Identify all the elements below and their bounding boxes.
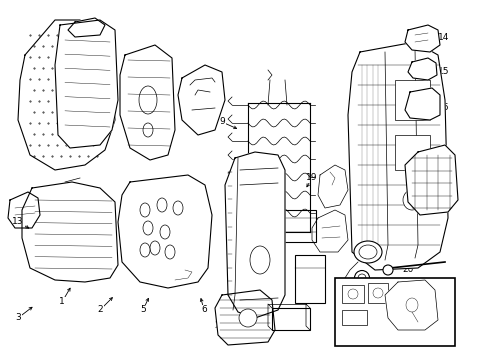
Ellipse shape <box>359 245 377 259</box>
Ellipse shape <box>157 198 167 212</box>
Ellipse shape <box>348 289 358 299</box>
Text: 13: 13 <box>12 217 24 226</box>
Polygon shape <box>348 42 448 270</box>
Text: 23: 23 <box>214 320 226 329</box>
Text: 22: 22 <box>439 184 450 193</box>
Ellipse shape <box>383 265 393 275</box>
Text: 6: 6 <box>201 306 207 315</box>
Text: 9: 9 <box>219 117 225 126</box>
Ellipse shape <box>140 243 150 257</box>
Ellipse shape <box>358 274 366 282</box>
Ellipse shape <box>160 225 170 239</box>
Polygon shape <box>385 280 438 330</box>
FancyBboxPatch shape <box>272 308 310 330</box>
Ellipse shape <box>354 270 369 285</box>
Polygon shape <box>318 165 348 208</box>
Ellipse shape <box>140 203 150 217</box>
Polygon shape <box>8 192 40 228</box>
Polygon shape <box>405 88 440 120</box>
Ellipse shape <box>406 298 418 312</box>
Ellipse shape <box>373 288 383 298</box>
FancyBboxPatch shape <box>295 255 325 303</box>
Text: 20: 20 <box>402 266 414 274</box>
Polygon shape <box>22 182 118 282</box>
Polygon shape <box>408 58 437 80</box>
Text: 1: 1 <box>59 297 65 306</box>
Ellipse shape <box>250 246 270 274</box>
Ellipse shape <box>354 241 382 263</box>
FancyBboxPatch shape <box>342 310 367 325</box>
Polygon shape <box>178 65 225 135</box>
Text: 7: 7 <box>295 225 301 234</box>
Polygon shape <box>118 175 212 288</box>
Ellipse shape <box>173 201 183 215</box>
FancyBboxPatch shape <box>395 80 430 120</box>
Text: 14: 14 <box>439 33 450 42</box>
Text: 19: 19 <box>306 174 318 183</box>
Text: 16: 16 <box>438 104 450 112</box>
Text: 5: 5 <box>140 306 146 315</box>
Polygon shape <box>18 20 115 170</box>
FancyBboxPatch shape <box>368 283 388 303</box>
FancyBboxPatch shape <box>395 135 430 170</box>
Polygon shape <box>405 25 440 52</box>
Polygon shape <box>55 20 118 148</box>
Ellipse shape <box>165 245 175 259</box>
FancyBboxPatch shape <box>335 278 455 346</box>
Polygon shape <box>312 210 348 252</box>
Ellipse shape <box>239 309 257 327</box>
Text: 2: 2 <box>97 306 103 315</box>
FancyBboxPatch shape <box>268 210 316 242</box>
Ellipse shape <box>403 190 421 210</box>
Text: 17: 17 <box>438 307 450 316</box>
Text: 10: 10 <box>294 274 306 283</box>
Text: 4: 4 <box>165 194 171 202</box>
Ellipse shape <box>150 241 160 255</box>
Text: 8: 8 <box>230 194 236 202</box>
Polygon shape <box>68 18 105 37</box>
Ellipse shape <box>143 221 153 235</box>
FancyBboxPatch shape <box>342 285 364 303</box>
Polygon shape <box>120 45 175 160</box>
Polygon shape <box>405 145 458 215</box>
Text: 15: 15 <box>438 68 450 77</box>
Text: 3: 3 <box>15 314 21 323</box>
Text: 12: 12 <box>387 253 399 262</box>
Polygon shape <box>225 152 285 318</box>
Text: 11: 11 <box>279 320 291 329</box>
Text: 21: 21 <box>354 243 366 252</box>
Polygon shape <box>215 290 275 345</box>
Text: 18: 18 <box>306 266 318 274</box>
